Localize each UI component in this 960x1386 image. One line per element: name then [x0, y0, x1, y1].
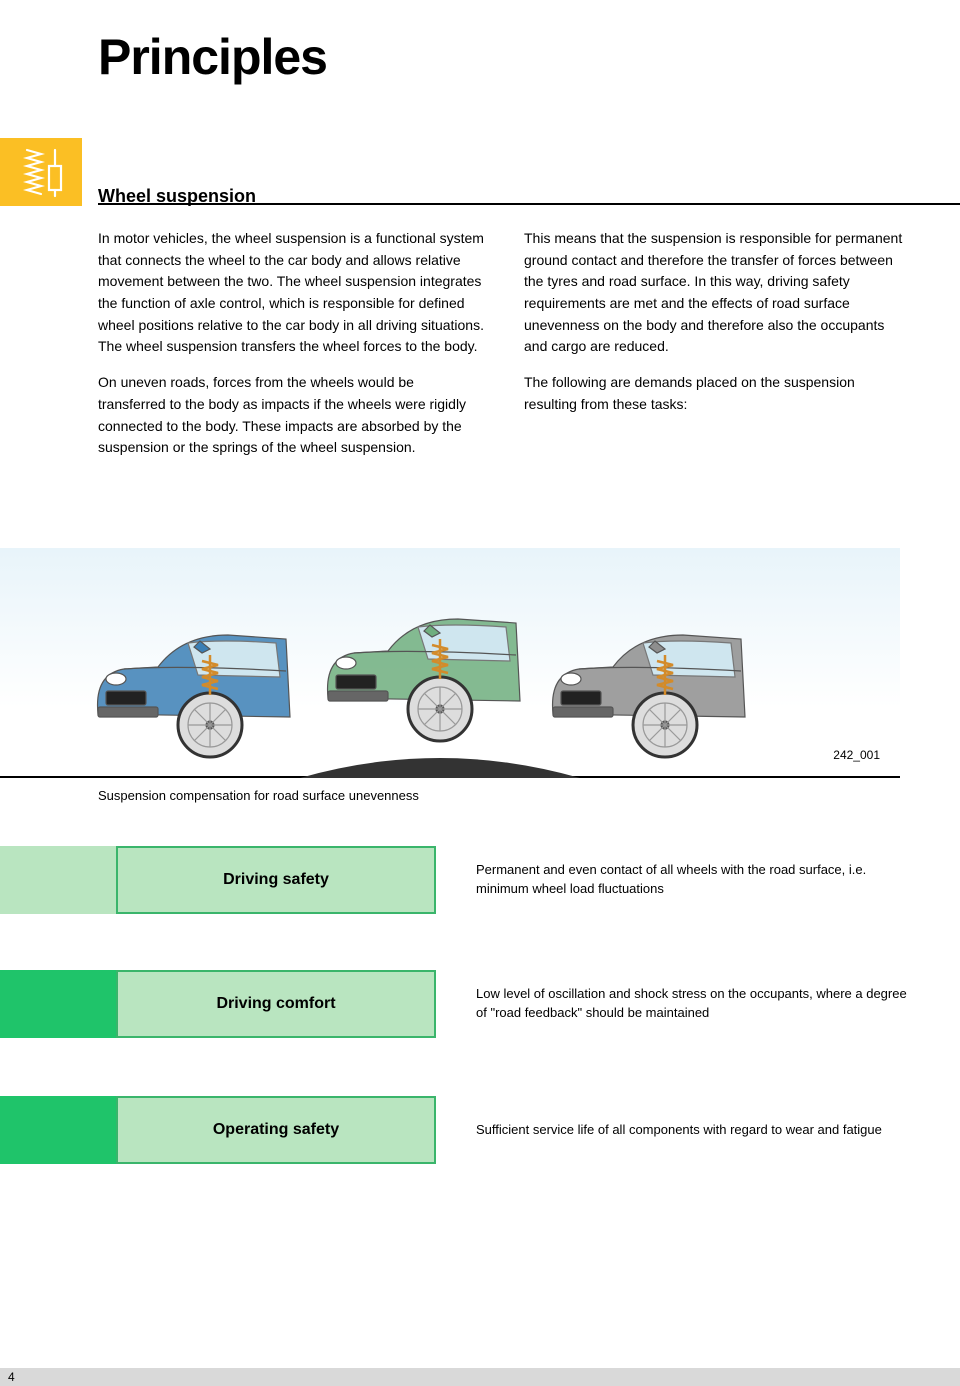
- paragraph: This means that the suspension is respon…: [524, 228, 910, 358]
- spring-damper-icon: [13, 144, 69, 200]
- row-description: Low level of oscillation and shock stres…: [476, 985, 910, 1023]
- car-illustration-3: [545, 599, 765, 764]
- row-label: Operating safety: [213, 1121, 339, 1139]
- paragraph: On uneven roads, forces from the wheels …: [98, 372, 484, 459]
- row-pill: Driving safety: [116, 846, 436, 914]
- figure-reference: 242_001: [833, 748, 880, 762]
- paragraph: In motor vehicles, the wheel suspension …: [98, 228, 484, 358]
- car-illustration-1: [90, 599, 310, 764]
- horizontal-rule: [98, 203, 960, 205]
- row-label: Driving safety: [223, 871, 329, 889]
- figure: [0, 548, 900, 778]
- road-bump: [300, 748, 580, 778]
- page-title: Principles: [98, 28, 960, 86]
- figure-caption: Suspension compensation for road surface…: [98, 788, 419, 803]
- row-description: Permanent and even contact of all wheels…: [476, 861, 910, 899]
- row-pill: Operating safety: [116, 1096, 436, 1164]
- row-label: Driving comfort: [216, 995, 335, 1013]
- row-tab: [0, 846, 116, 914]
- row-pill: Driving comfort: [116, 970, 436, 1038]
- section-icon: [0, 138, 82, 206]
- car-illustration-2: [320, 583, 540, 748]
- row-tab: [0, 970, 116, 1038]
- page-number: 4: [0, 1368, 960, 1386]
- row-description: Sufficient service life of all component…: [476, 1121, 910, 1140]
- feature-row-operating-safety: Operating safety Sufficient service life…: [0, 1096, 910, 1164]
- feature-row-driving-safety: Driving safety Permanent and even contac…: [0, 846, 910, 914]
- row-tab: [0, 1096, 116, 1164]
- body-text: In motor vehicles, the wheel suspension …: [98, 228, 910, 459]
- feature-row-driving-comfort: Driving comfort Low level of oscillation…: [0, 970, 910, 1038]
- paragraph: The following are demands placed on the …: [524, 372, 910, 415]
